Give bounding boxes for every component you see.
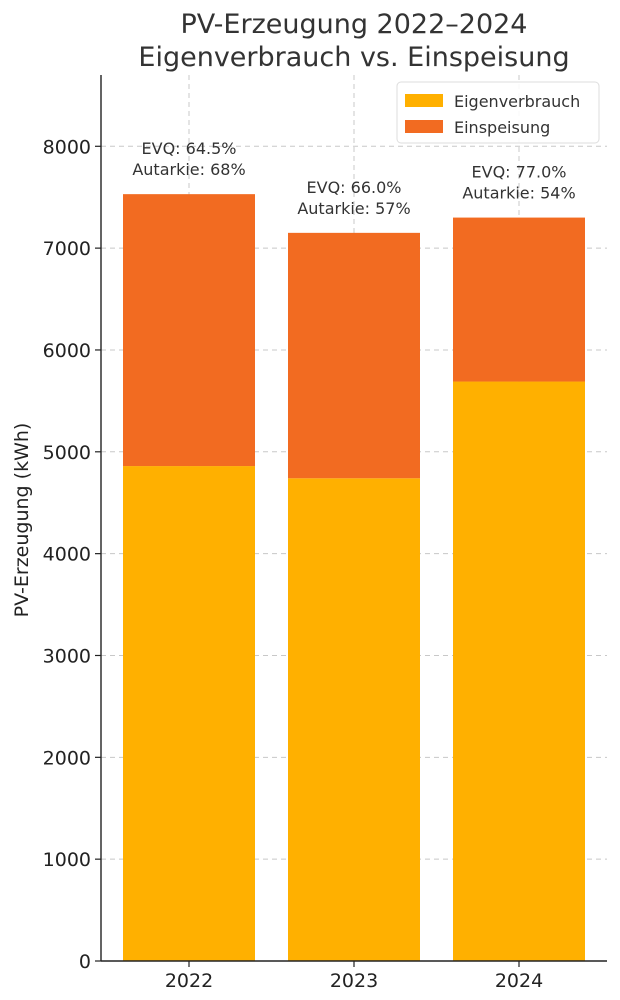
y-axis-label: PV-Erzeugung (kWh) [11,423,33,618]
legend: Eigenverbrauch Einspeisung [396,81,600,144]
annotation-evq: EVQ: 77.0% [472,163,567,182]
bar-eigenverbrauch-2024[interactable] [453,381,585,961]
legend-swatch-einspeisung [405,120,443,133]
legend-swatch-eigenverbrauch [405,94,443,107]
x-tick-label: 2024 [495,970,543,992]
axes: 0 1000 2000 3000 4000 5000 6000 7000 8000 2022 202… [43,75,607,992]
x-tick-label: 2022 [165,970,213,992]
bars [123,194,585,961]
bar-einspeisung-2024[interactable] [453,217,585,382]
chart-subtitle: Eigenverbrauch vs. Einspeisung [138,42,569,73]
bar-einspeisung-2022[interactable] [123,194,255,467]
y-tick-label: 7000 [43,238,91,260]
legend-box [396,81,600,144]
chart-title: PV-Erzeugung 2022–2024 [181,9,528,40]
annotation-evq: EVQ: 66.0% [307,178,402,197]
y-tick-label: 6000 [43,340,91,362]
y-tick-label: 4000 [43,544,91,566]
bar-einspeisung-2023[interactable] [288,232,420,479]
annotation-autarkie: Autarkie: 54% [462,184,575,203]
legend-label: Einspeisung [454,118,550,137]
annotation-autarkie: Autarkie: 57% [297,199,410,218]
x-tick-label: 2023 [330,970,378,992]
data-labels: EVQ: 64.5% Autarkie: 68% EVQ: 66.0% Autarki… [132,139,575,218]
y-tick-label: 5000 [43,442,91,464]
y-tick-label: 3000 [43,645,91,667]
annotation-evq: EVQ: 64.5% [142,139,237,158]
y-tick-label: 2000 [43,747,91,769]
y-tick-label: 0 [79,951,91,973]
y-tick-label: 8000 [43,136,91,158]
bar-eigenverbrauch-2022[interactable] [123,466,255,961]
bar-eigenverbrauch-2023[interactable] [288,478,420,961]
y-tick-label: 1000 [43,849,91,871]
legend-label: Eigenverbrauch [454,92,580,111]
annotation-autarkie: Autarkie: 68% [132,160,245,179]
